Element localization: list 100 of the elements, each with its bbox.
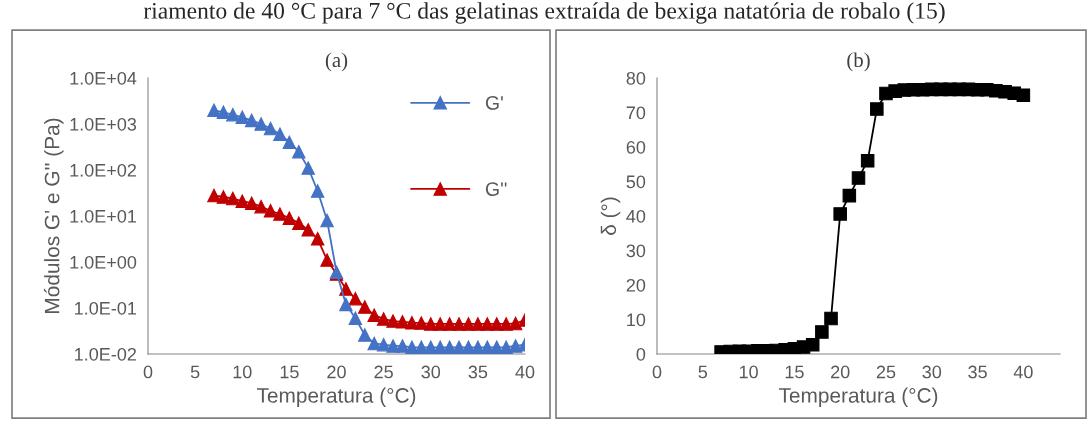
y-tick-label: 1.0E-01 (75, 301, 137, 315)
x-tick-label: 25 (876, 365, 896, 379)
chart-title: (a) (325, 52, 348, 72)
point (870, 102, 884, 116)
point (244, 113, 259, 128)
y-tick-label: 50 (626, 175, 646, 189)
chart-title: (b) (847, 52, 870, 72)
y-tick-label: 70 (626, 106, 646, 120)
y-tick-label: 1.0E-02 (75, 347, 136, 361)
point (367, 308, 381, 322)
point (207, 103, 221, 117)
point (292, 144, 306, 159)
point (254, 199, 268, 214)
point (442, 317, 457, 331)
point (320, 213, 334, 228)
x-tick-label: 5 (698, 365, 708, 379)
point (508, 339, 523, 353)
point (301, 161, 315, 175)
legend-label: G'' (485, 182, 507, 196)
y-tick-label: 1.0E+01 (70, 209, 137, 223)
x-tick-label: 10 (233, 365, 252, 379)
point (358, 300, 372, 314)
y-tick-label: 1.0E+03 (70, 117, 137, 131)
y-tick-label: 1.0E+04 (70, 71, 137, 85)
y-axis-title: δ (°) (600, 197, 621, 235)
x-tick-label: 30 (421, 365, 441, 379)
point (301, 223, 315, 237)
point (499, 340, 513, 354)
point (273, 207, 287, 221)
point (339, 297, 353, 312)
point (860, 154, 875, 168)
x-tick-label: 40 (515, 365, 535, 379)
legend-label: G' (485, 96, 503, 110)
point (1016, 88, 1031, 103)
point (348, 311, 363, 325)
x-tick-label: 10 (739, 365, 758, 379)
y-tick-label: 10 (627, 313, 646, 327)
point (310, 184, 325, 198)
point (452, 317, 466, 331)
x-tick-label: 25 (374, 365, 393, 379)
point (851, 171, 866, 185)
point (207, 188, 221, 203)
y-tick-label: 20 (626, 278, 646, 292)
point (235, 194, 250, 208)
point (461, 317, 476, 331)
point (471, 317, 485, 331)
x-tick-label: 0 (143, 365, 153, 379)
point (433, 317, 447, 331)
point (254, 117, 268, 131)
x-tick-label: 35 (968, 365, 987, 379)
point (386, 339, 400, 353)
point (395, 339, 410, 353)
x-tick-label: 30 (922, 365, 942, 379)
point (216, 105, 231, 120)
y-axis-title: Módulos G' e G'' (Pa) (43, 118, 64, 313)
x-tick-label: 35 (468, 365, 488, 379)
point (358, 328, 372, 342)
point (376, 312, 391, 326)
x-tick-label: 20 (327, 365, 346, 379)
y-tick-label: 0 (636, 347, 646, 361)
point (805, 337, 820, 352)
point (489, 317, 504, 331)
y-tick-label: 60 (626, 140, 646, 154)
point (282, 135, 297, 150)
point (273, 127, 287, 141)
x-tick-label: 0 (652, 365, 662, 379)
x-axis-title: Temperatura (°C) (256, 387, 416, 407)
y-tick-label: 80 (626, 71, 646, 85)
point (216, 190, 231, 204)
point (414, 316, 429, 330)
x-tick-label: 20 (831, 365, 850, 379)
point (833, 207, 847, 221)
x-tick-label: 15 (785, 365, 804, 379)
point (320, 253, 334, 267)
point (499, 317, 513, 331)
point (244, 196, 259, 210)
point (263, 203, 278, 218)
point (263, 121, 278, 136)
point (226, 191, 240, 206)
point (292, 216, 306, 230)
y-tick-label: 1.0E+00 (70, 255, 137, 269)
point (282, 211, 297, 225)
text: riamento de 40 °C para 7 °C das gelatinas extraída de bexiga natatória de robalo (15) (143, 2, 945, 24)
x-tick-label: 5 (190, 365, 200, 379)
y-tick-label: 30 (626, 244, 646, 258)
x-tick-label: 40 (1013, 365, 1033, 379)
point (824, 311, 838, 326)
point (376, 337, 391, 352)
point (348, 291, 363, 306)
point (310, 231, 325, 246)
y-tick-label: 40 (626, 209, 646, 223)
point (235, 110, 250, 125)
x-axis-title: Temperatura (°C) (778, 387, 938, 407)
point (508, 316, 523, 331)
point (815, 325, 829, 339)
y-tick-label: 1.0E+02 (70, 163, 136, 177)
x-tick-label: 15 (280, 365, 299, 379)
point (367, 336, 381, 351)
point (423, 317, 438, 331)
point (480, 317, 495, 331)
